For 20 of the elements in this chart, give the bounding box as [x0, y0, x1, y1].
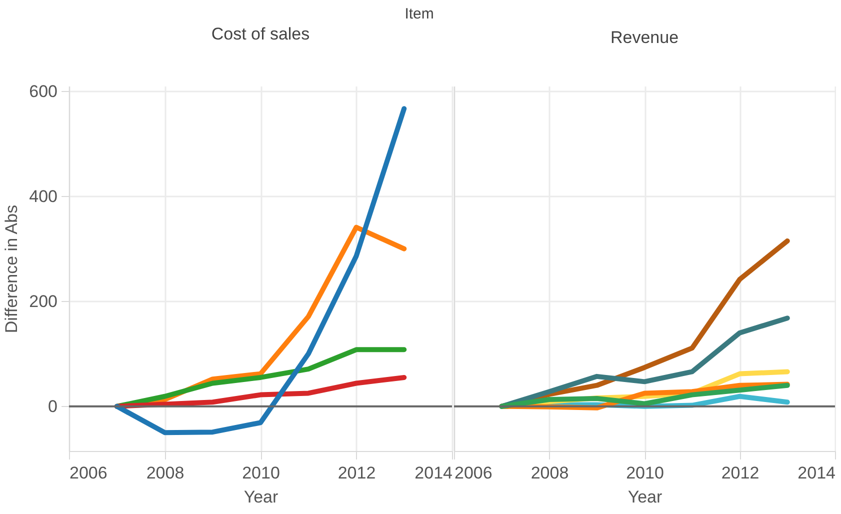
x-tick-label: 2006	[70, 464, 108, 482]
y-axis-title: Difference in Abs	[2, 204, 22, 334]
x-tick-label: 2006	[454, 464, 492, 482]
y-tick-label: 400	[29, 186, 58, 206]
x-tick-label: 2008	[146, 464, 184, 482]
y-tick-label: 200	[29, 292, 58, 311]
x-tick-label: 2010	[242, 464, 280, 482]
chart-title: Cost of sales	[211, 24, 310, 44]
chart-title: Revenue	[610, 28, 679, 47]
x-tick-label: 2012	[721, 464, 760, 482]
x-tick-label: 2010	[626, 464, 664, 482]
x-tick-label: 2008	[530, 464, 569, 482]
x-tick-label: 2012	[338, 464, 376, 482]
y-tick-label: 600	[29, 82, 58, 101]
x-axis-title: Year	[244, 488, 279, 506]
x-tick-label: 2014	[798, 464, 836, 482]
x-axis-title: Year	[628, 488, 663, 506]
x-tick-label: 2014	[414, 464, 452, 482]
y-tick-label: 0	[48, 396, 58, 416]
text: Item	[404, 5, 434, 22]
